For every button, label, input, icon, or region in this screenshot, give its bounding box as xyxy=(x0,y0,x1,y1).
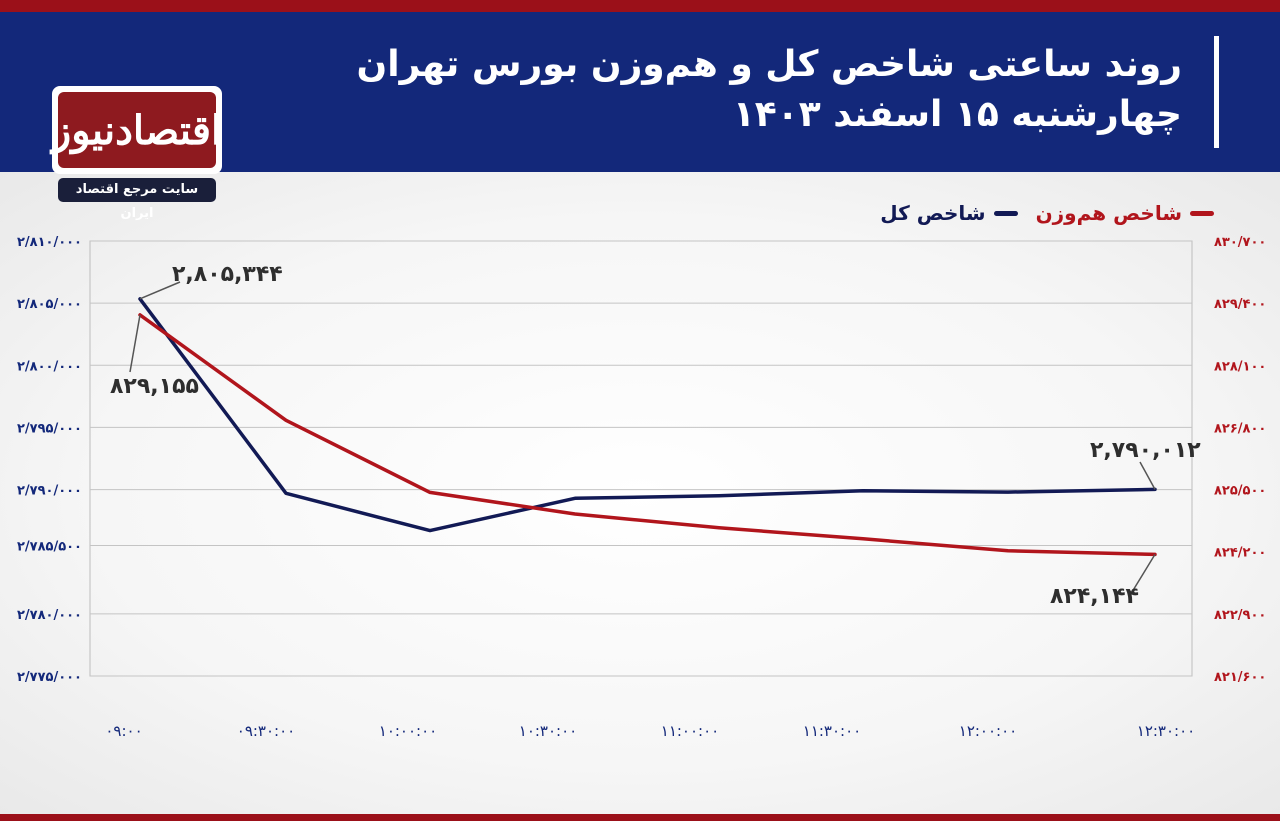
title-divider xyxy=(1214,36,1219,148)
left-axis-tick-label: ۲/۷۷۵/۰۰۰ xyxy=(17,670,82,685)
annotation-label: ۸۲۴,۱۴۴ xyxy=(1050,584,1139,609)
left-axis-tick-label: ۲/۸۱۰/۰۰۰ xyxy=(17,235,82,250)
left-axis-tick-label: ۲/۷۹۵/۰۰۰ xyxy=(17,421,82,436)
logo: اقتصادنیوز xyxy=(52,92,222,168)
x-axis-tick-label: ۱۲:۰۰:۰۰ xyxy=(959,722,1017,740)
left-axis-tick-label: ۲/۷۸۰/۰۰۰ xyxy=(17,608,82,623)
annotation-leader-line xyxy=(129,314,141,373)
annotation-label: ۸۲۹,۱۵۵ xyxy=(110,374,199,399)
right-axis-tick-label: ۸۲۸/۱۰۰ xyxy=(1214,359,1266,374)
x-axis-tick-label: ۱۲:۳۰:۰۰ xyxy=(1137,722,1195,740)
right-axis-tick-label: ۸۲۶/۸۰۰ xyxy=(1214,421,1266,436)
x-axis-tick-label: ۱۰:۰۰:۰۰ xyxy=(379,722,437,740)
chart-title: روند ساعتی شاخص کل و هم‌وزن بورس تهران چ… xyxy=(356,40,1182,140)
x-axis-tick-label: ۰۹:۰۰ xyxy=(105,722,142,740)
right-axis-tick-label: ۸۲۹/۴۰۰ xyxy=(1214,297,1266,312)
logo-wordmark: اقتصادنیوز xyxy=(51,106,223,154)
title-line-2: چهارشنبه ۱۵ اسفند ۱۴۰۳ xyxy=(732,94,1182,135)
legend-label-equal-weight: شاخص هم‌وزن xyxy=(1035,201,1182,225)
series-line-equal-weight xyxy=(138,313,1157,557)
annotation-leader-line xyxy=(1131,553,1156,593)
bottom-accent-bar xyxy=(0,814,1280,821)
legend-swatch-total-index xyxy=(993,210,1018,216)
x-axis-tick-label: ۱۱:۳۰:۰۰ xyxy=(803,722,861,740)
x-axis-tick-label: ۰۹:۳۰:۰۰ xyxy=(237,722,295,740)
right-axis-tick-label: ۸۲۴/۲۰۰ xyxy=(1214,546,1266,561)
left-axis-tick-label: ۲/۷۹۰/۰۰۰ xyxy=(17,484,82,499)
legend-item-total-index: شاخص کل xyxy=(880,201,1018,225)
top-accent-bar xyxy=(0,0,1280,12)
chart-legend: شاخص هم‌وزن شاخص کل xyxy=(862,201,1214,225)
legend-swatch-equal-weight xyxy=(1190,210,1214,216)
x-axis-tick-label: ۱۱:۰۰:۰۰ xyxy=(661,722,719,740)
left-axis-tick-label: ۲/۸۰۰/۰۰۰ xyxy=(17,359,82,374)
logo-tagline: سایت مرجع اقتصاد ایران xyxy=(58,178,216,221)
plot-frame xyxy=(89,240,1193,677)
annotation-leader-line xyxy=(139,281,181,300)
right-axis-tick-label: ۸۲۲/۹۰۰ xyxy=(1214,608,1266,623)
right-axis-tick-label: ۸۲۵/۵۰۰ xyxy=(1214,484,1266,499)
chart-background xyxy=(0,172,1280,814)
right-axis-tick-label: ۸۳۰/۷۰۰ xyxy=(1214,235,1266,250)
right-axis-tick-label: ۸۲۱/۶۰۰ xyxy=(1214,670,1266,685)
legend-item-equal-weight: شاخص هم‌وزن xyxy=(1036,201,1214,225)
legend-label-total-index: شاخص کل xyxy=(880,201,986,225)
annotation-leader-line xyxy=(1139,461,1156,490)
annotation-label: ۲,۸۰۵,۳۴۴ xyxy=(172,262,283,287)
annotation-label: ۲,۷۹۰,۰۱۲ xyxy=(1090,438,1201,463)
series-line-total-index xyxy=(138,297,1157,533)
x-axis-tick-label: ۱۰:۳۰:۰۰ xyxy=(519,722,577,740)
left-axis-tick-label: ۲/۸۰۵/۰۰۰ xyxy=(17,297,82,312)
left-axis-tick-label: ۲/۷۸۵/۵۰۰ xyxy=(17,540,82,555)
title-line-1: روند ساعتی شاخص کل و هم‌وزن بورس تهران xyxy=(356,44,1182,85)
